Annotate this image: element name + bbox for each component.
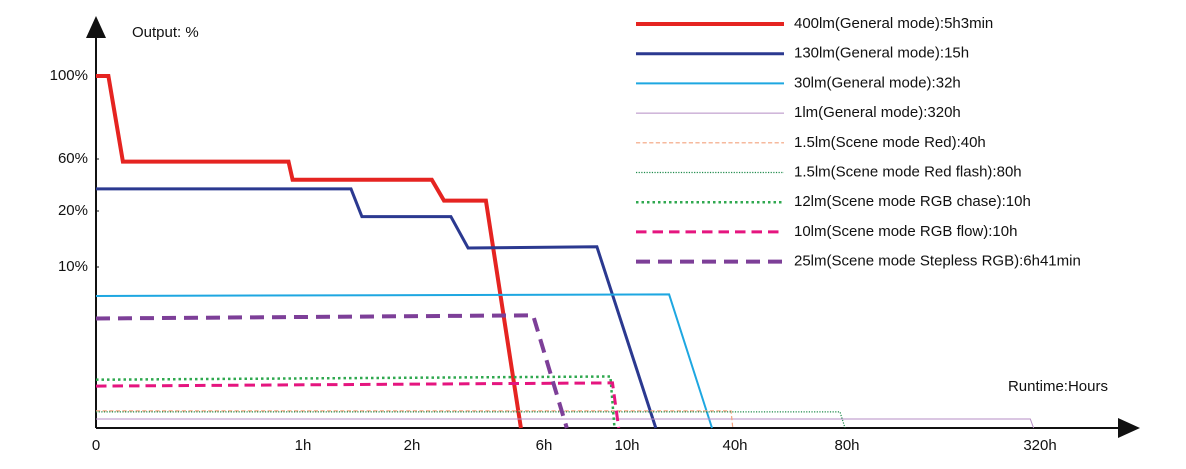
series-line [95, 375, 616, 429]
x-tick-label: 2h [404, 437, 421, 454]
series-line [96, 74, 523, 429]
y-tick-label: 20% [58, 202, 88, 219]
legend-label: 25lm(Scene mode Stepless RGB):6h41min [794, 253, 1081, 270]
series-line [95, 381, 621, 429]
x-tick-label: 10h [614, 437, 639, 454]
y-tick-label: 100% [50, 67, 88, 84]
series-line [96, 418, 1035, 429]
y-tick-label: 10% [58, 258, 88, 275]
x-tick-label: 320h [1023, 437, 1056, 454]
x-tick-label: 80h [834, 437, 859, 454]
y-tick-label: 60% [58, 150, 88, 167]
legend-label: 1lm(General mode):320h [794, 104, 961, 121]
legend-label: 12lm(Scene mode RGB chase):10h [794, 193, 1031, 210]
x-tick-label: 40h [722, 437, 747, 454]
series-line [96, 411, 846, 429]
series-line [95, 293, 713, 429]
legend-label: 10lm(Scene mode RGB flow):10h [794, 223, 1017, 240]
x-tick-label: 0 [92, 437, 100, 454]
legend-label: 130lm(General mode):15h [794, 45, 969, 62]
legend-label: 400lm(General mode):5h3min [794, 15, 993, 32]
x-tick-label: 6h [536, 437, 553, 454]
series-line [96, 187, 658, 429]
y-axis-label: Output: % [132, 24, 199, 41]
legend-label: 1.5lm(Scene mode Red flash):80h [794, 163, 1022, 180]
y-axis-arrow [86, 16, 106, 38]
series-line [95, 313, 569, 429]
legend-label: 30lm(General mode):32h [794, 74, 961, 91]
legend-label: 1.5lm(Scene mode Red):40h [794, 134, 986, 151]
series-line [96, 410, 734, 429]
x-axis-arrow [1118, 418, 1140, 438]
x-tick-label: 1h [295, 437, 312, 454]
x-axis-label: Runtime:Hours [1008, 378, 1108, 395]
